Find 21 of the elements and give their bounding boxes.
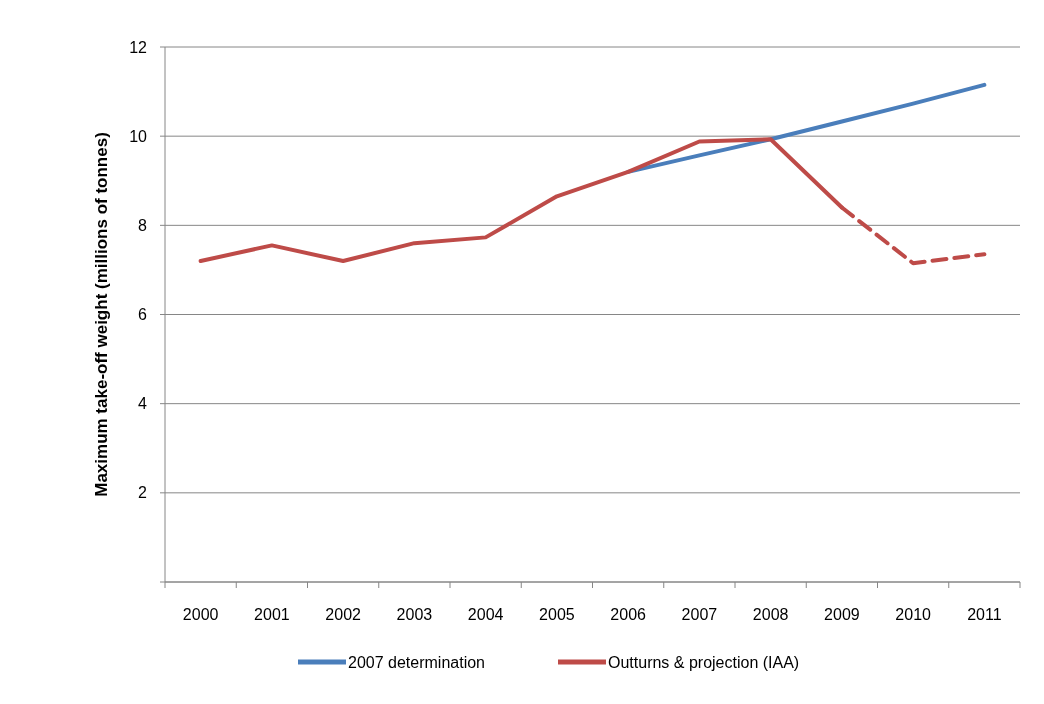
x-tick-label: 2011: [967, 606, 1002, 623]
legend-label: Outturns & projection (IAA): [608, 653, 800, 671]
y-tick-label: 8: [138, 216, 148, 234]
x-tick-label: 2006: [610, 606, 647, 623]
x-tick-label: 2000: [182, 606, 219, 623]
x-tick-label: 2005: [539, 606, 575, 623]
x-tick-label: 2002: [325, 606, 362, 623]
y-tick-label: 2: [138, 484, 148, 502]
y-tick-label: 10: [129, 127, 148, 145]
y-axis-title: Maximum take-off weight (millions of tonnes): [92, 132, 111, 497]
y-tick-label: 4: [138, 395, 148, 413]
x-tick-label: 2001: [254, 606, 290, 623]
x-tick-label: 2007: [681, 606, 718, 623]
y-tick-label: 12: [129, 38, 148, 56]
y-tick-label: 6: [138, 306, 148, 324]
legend-label: 2007 determination: [348, 653, 485, 671]
x-tick-label: 2008: [752, 606, 789, 623]
x-tick-label: 2009: [824, 606, 860, 623]
x-tick-label: 2003: [396, 606, 433, 623]
x-tick-label: 2010: [895, 606, 932, 623]
x-tick-label: 2004: [467, 606, 504, 623]
